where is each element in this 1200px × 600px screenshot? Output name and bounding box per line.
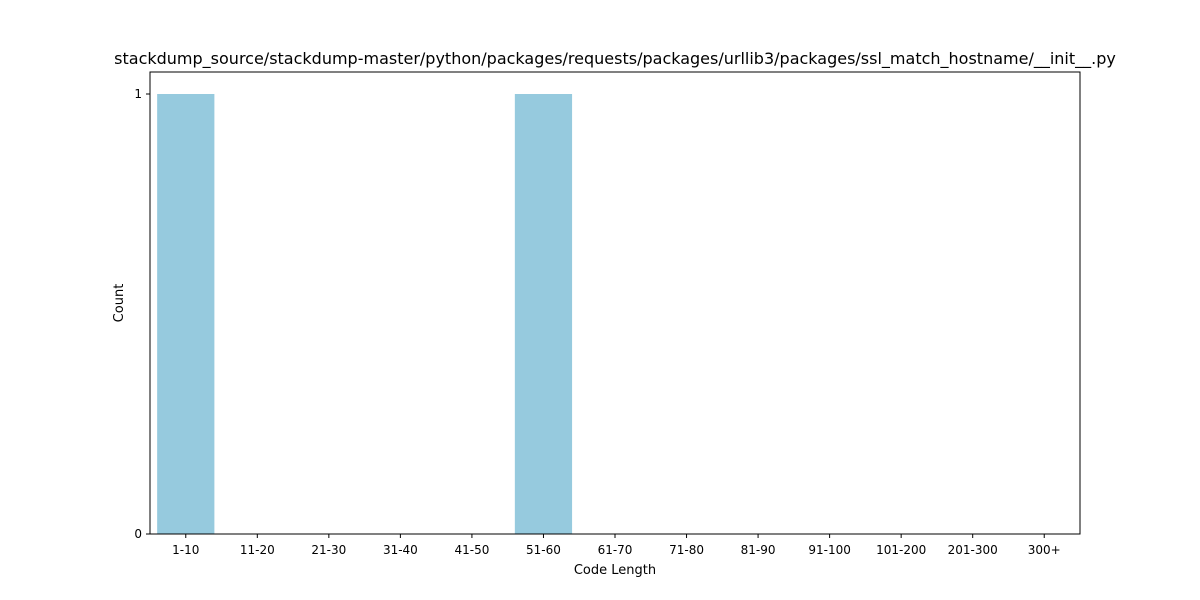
x-tick-label: 61-70	[598, 543, 633, 557]
x-tick-label: 31-40	[383, 543, 418, 557]
x-tick-label: 300+	[1028, 543, 1061, 557]
x-axis-label: Code Length	[574, 563, 656, 578]
chart-title: stackdump_source/stackdump-master/python…	[114, 49, 1116, 69]
x-tick-label: 41-50	[454, 543, 489, 557]
x-tick-label: 71-80	[669, 543, 704, 557]
bar-51-60	[514, 94, 573, 534]
bar-1-10	[157, 94, 215, 534]
y-tick-label: 1	[134, 87, 142, 101]
plot-frame	[149, 71, 1081, 535]
x-tick-label: 51-60	[526, 543, 561, 557]
x-tick-label: 101-200	[876, 543, 926, 557]
x-tick-label: 201-300	[948, 543, 998, 557]
y-tick-label: 0	[134, 527, 142, 541]
x-tick-label: 81-90	[741, 543, 776, 557]
x-tick-label: 1-10	[172, 543, 199, 557]
x-tick-label: 11-20	[240, 543, 275, 557]
plot-area: 1-10 11-20 21-30 31-40 41-50 51-60 61-70 71-80 8…	[134, 87, 1060, 557]
y-axis-label: Count	[112, 284, 127, 323]
x-tick-label: 21-30	[311, 543, 346, 557]
x-tick-label: 91-100	[808, 543, 851, 557]
